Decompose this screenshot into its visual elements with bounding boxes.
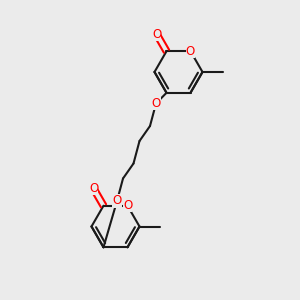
Text: O: O xyxy=(152,28,161,41)
Text: O: O xyxy=(112,194,122,208)
Text: O: O xyxy=(152,97,160,110)
Text: O: O xyxy=(89,182,98,195)
Text: O: O xyxy=(123,199,132,212)
Text: O: O xyxy=(186,45,195,58)
